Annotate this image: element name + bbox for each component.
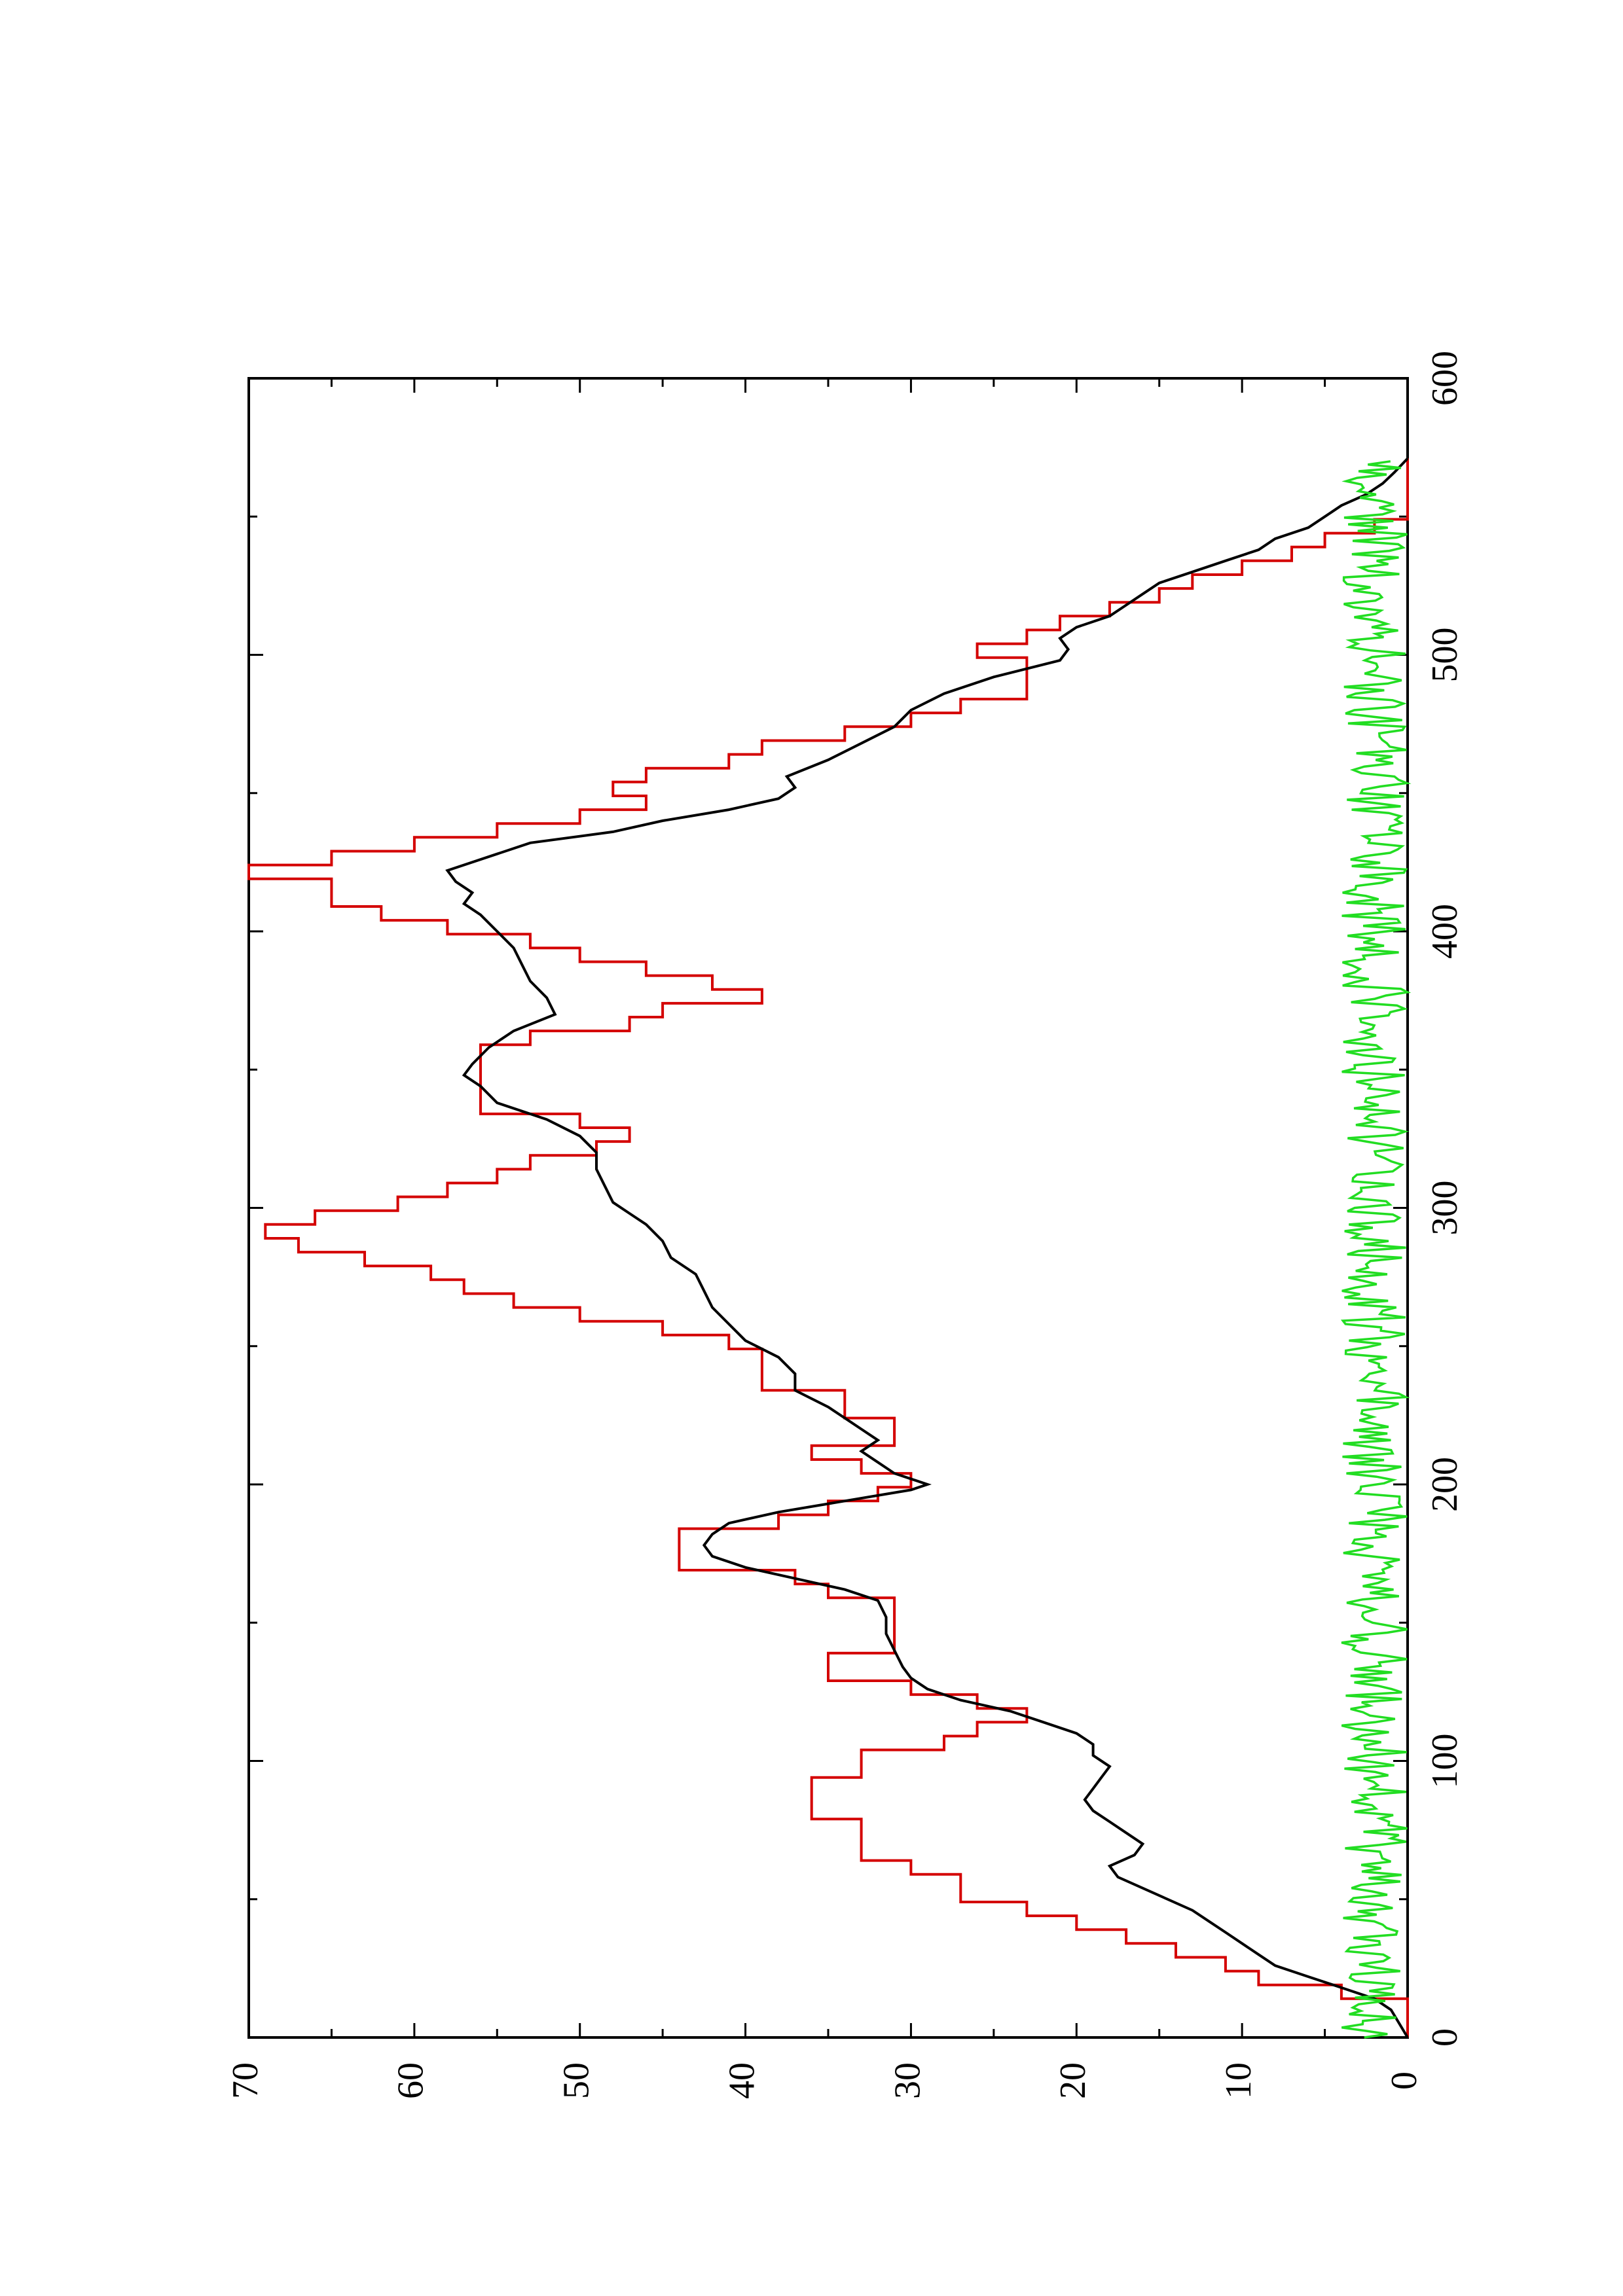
x-tick-label: 100 [1425,1734,1465,1789]
x-tick-label: 200 [1425,1457,1465,1512]
series-line-1 [247,458,1409,2037]
x-tick-label: 0 [1425,2028,1465,2047]
y-tick-label: 30 [887,2062,928,2099]
series-line-2 [445,457,1409,2039]
y-tick-label: 60 [391,2062,431,2099]
y-tick-label: 70 [225,2062,266,2099]
y-tick-label: 50 [556,2062,597,2099]
plot-frame [247,377,1409,2039]
y-tick-label: 20 [1053,2062,1093,2099]
x-tick-label: 500 [1425,628,1465,683]
x-tick-label: 400 [1425,904,1465,959]
y-tick-label: 0 [1384,2072,1425,2090]
series-line-3 [1340,460,1412,2039]
y-tick-label: 10 [1218,2062,1259,2099]
x-tick-label: 600 [1425,351,1465,406]
x-tick-label: 300 [1425,1181,1465,1236]
y-tick-label: 40 [721,2062,762,2099]
